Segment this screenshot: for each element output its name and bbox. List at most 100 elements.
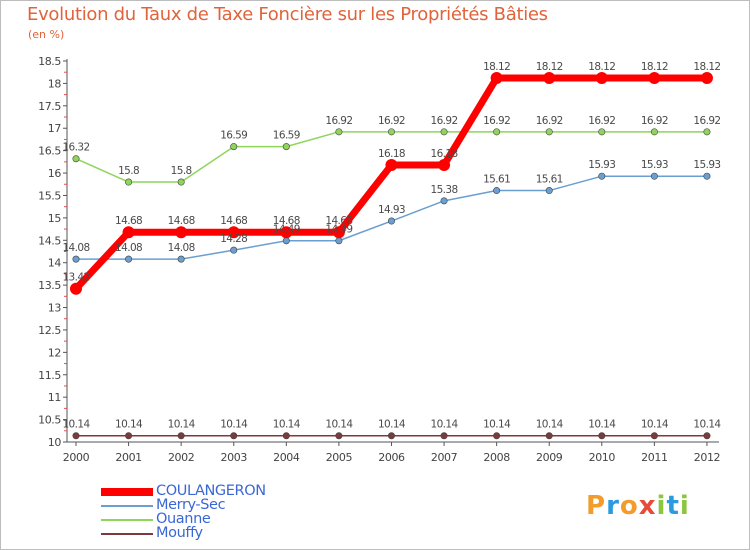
data-point (125, 255, 133, 263)
y-tick-label: 12 (48, 346, 61, 359)
y-tick-label: 16.5 (38, 145, 61, 158)
legend: COULANGERON Merry-Sec Ouanne Mouffy (101, 483, 301, 541)
y-tick-label: 18.5 (38, 55, 61, 68)
data-point (598, 432, 606, 440)
data-label: 10.14 (431, 419, 459, 431)
data-label: 10.14 (115, 419, 143, 431)
data-point (72, 155, 80, 163)
data-label: 13.42 (62, 272, 89, 284)
y-tick-label: 10 (48, 436, 62, 449)
logo-letter: t (666, 491, 680, 521)
data-point (70, 282, 82, 295)
data-point (280, 226, 293, 239)
data-point (545, 432, 553, 440)
data-label: 14.68 (115, 215, 142, 227)
data-point (387, 217, 395, 225)
data-point (387, 432, 395, 440)
y-tick-label: 18 (48, 77, 62, 90)
logo-letter: o (619, 491, 639, 521)
data-point (230, 432, 238, 440)
data-label: 15.61 (536, 174, 563, 186)
data-point (490, 72, 503, 85)
data-point (282, 143, 290, 151)
logo-letter: i (656, 491, 667, 521)
y-axis-unit: (en %) (28, 28, 65, 41)
data-point (125, 178, 133, 186)
legend-item: Ouanne (101, 511, 301, 527)
data-label: 16.92 (536, 115, 563, 127)
x-tick-label: 2006 (378, 451, 405, 464)
data-label: 10.14 (536, 419, 564, 431)
data-point (493, 432, 501, 440)
data-label: 14.93 (378, 204, 405, 216)
plot-area (67, 61, 719, 442)
data-label: 18.12 (483, 61, 510, 73)
data-point (177, 178, 185, 186)
x-tick-label: 2002 (168, 451, 194, 464)
y-tick-label: 14.5 (38, 234, 61, 247)
x-tick-label: 2000 (63, 451, 90, 464)
x-tick-label: 2009 (536, 451, 563, 464)
legend-label: COULANGERON (156, 483, 266, 499)
data-label: 14.49 (325, 224, 352, 236)
y-tick-label: 12.5 (38, 324, 61, 337)
data-label: 16.59 (220, 130, 247, 142)
legend-swatch (101, 519, 153, 521)
legend-item: COULANGERON (101, 483, 301, 499)
data-point (650, 172, 658, 180)
legend-swatch (101, 488, 153, 496)
data-label: 15.38 (431, 184, 458, 196)
data-label: 10.14 (693, 419, 721, 431)
legend-item: Mouffy (101, 525, 301, 541)
data-label: 18.12 (536, 61, 563, 73)
data-label: 16.92 (431, 115, 458, 127)
data-point (175, 226, 188, 239)
data-label: 10.14 (325, 419, 353, 431)
data-label: 16.92 (588, 115, 615, 127)
logo-letter: P (586, 491, 607, 521)
data-point (125, 432, 133, 440)
data-point (703, 128, 711, 136)
data-label: 16.32 (62, 142, 89, 154)
x-tick-label: 2003 (221, 451, 248, 464)
data-label: 18.12 (641, 61, 668, 73)
data-point (703, 432, 711, 440)
data-label: 14.08 (115, 242, 142, 254)
x-tick-label: 2007 (431, 451, 458, 464)
logo-letter: i (679, 491, 690, 521)
data-point (177, 255, 185, 263)
y-tick-label: 15.5 (38, 189, 61, 202)
data-point (545, 128, 553, 136)
x-tick-label: 2010 (589, 451, 616, 464)
x-tick-label: 2008 (483, 451, 510, 464)
data-point (230, 246, 238, 254)
data-point (385, 158, 398, 171)
y-tick-label: 17.5 (38, 100, 61, 113)
x-tick-label: 2012 (694, 451, 720, 464)
data-label: 14.68 (168, 215, 195, 227)
data-label: 14.08 (168, 242, 195, 254)
data-label: 10.14 (378, 419, 406, 431)
y-tick-label: 11 (48, 391, 61, 404)
data-label: 16.92 (693, 115, 720, 127)
data-label: 10.14 (483, 419, 511, 431)
y-tick-label: 10.5 (38, 414, 61, 427)
y-tick-label: 16 (48, 167, 62, 180)
data-label: 10.14 (62, 419, 90, 431)
data-label: 16.59 (273, 130, 300, 142)
data-label: 16.18 (378, 148, 405, 160)
data-point (493, 187, 501, 195)
data-point (650, 432, 658, 440)
data-point (282, 432, 290, 440)
data-label: 16.92 (378, 115, 405, 127)
data-label: 10.14 (168, 419, 196, 431)
data-point (598, 128, 606, 136)
data-label: 14.28 (220, 233, 247, 245)
data-label: 15.93 (693, 159, 720, 171)
data-point (282, 237, 290, 245)
data-label: 18.12 (693, 61, 720, 73)
data-point (438, 158, 451, 171)
data-point (598, 172, 606, 180)
